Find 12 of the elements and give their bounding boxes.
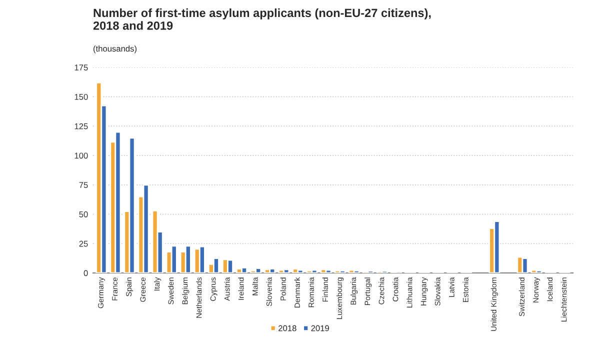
y-tick-label: 150	[74, 94, 88, 100]
legend-label: 2018	[278, 325, 296, 332]
y-tick-label: 0	[84, 270, 88, 276]
y-tick-label: 25	[79, 240, 88, 247]
y-tick-label: 125	[74, 123, 88, 130]
chart-title: Number of first-time asylum applicants (non-EU-27 citizens), 2018 and 2019	[93, 8, 431, 30]
y-tick-label: 100	[74, 152, 88, 159]
y-tick-label: 50	[79, 211, 88, 218]
legend-label: 2019	[311, 325, 329, 332]
y-tick-label: 175	[74, 64, 88, 70]
y-tick-label: 75	[79, 182, 88, 188]
chart-subtitle: (thousands)	[94, 45, 136, 54]
